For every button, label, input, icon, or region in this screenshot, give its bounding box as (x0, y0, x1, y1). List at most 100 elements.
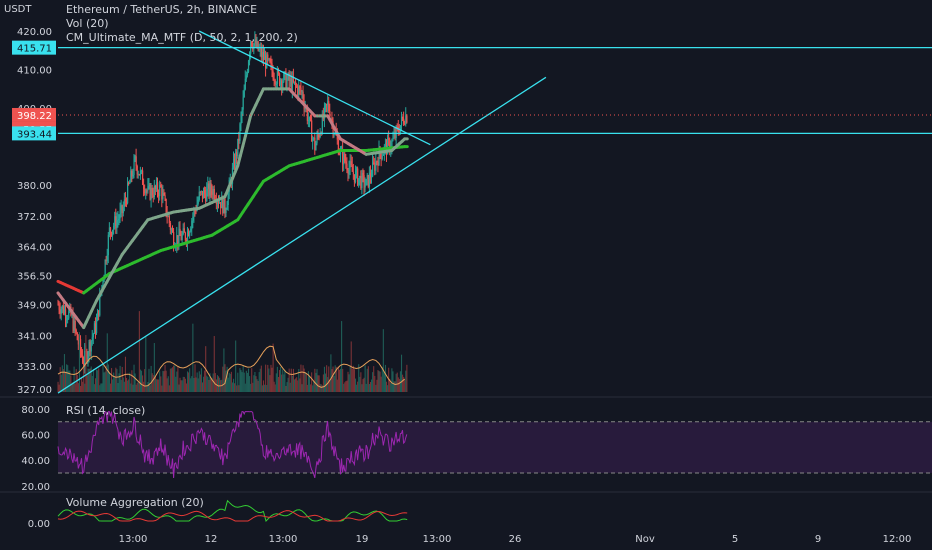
volume-bar (312, 385, 314, 392)
candle-body (90, 340, 92, 352)
volume-bar (361, 384, 363, 392)
candle-body (93, 323, 96, 334)
volume-bar (115, 367, 117, 392)
symbol-title[interactable]: Ethereum / TetherUS, 2h, BINANCE (66, 3, 258, 16)
volume-bar (64, 371, 67, 392)
volume-bar (62, 369, 64, 392)
volume-bar (402, 374, 404, 392)
candle-body (240, 116, 242, 125)
volume-bar (153, 343, 155, 392)
candle-body (357, 168, 359, 185)
volume-bar (94, 378, 97, 392)
rsi-legend[interactable]: RSI (14, close) (66, 404, 145, 418)
candle-body (267, 54, 269, 60)
currency-label: USDT (4, 4, 32, 15)
volume-bar (305, 374, 307, 392)
ma-indicator-label[interactable]: CM_Ultimate_MA_MTF (D, 50, 2, 1, 200, 2) (66, 31, 298, 44)
volume-bar (235, 340, 237, 392)
volume-bar (283, 374, 285, 392)
volume-bar (335, 366, 337, 392)
candle-body (223, 197, 225, 214)
volume-bar (206, 375, 208, 392)
candle-body (117, 219, 119, 221)
volume-bar (129, 372, 131, 392)
volume-bar (112, 379, 114, 392)
candle-body (333, 133, 335, 135)
candle-body (192, 216, 194, 221)
volume-bar (366, 368, 368, 392)
volume-bar (368, 384, 370, 392)
candle-body (395, 126, 397, 139)
volume-bar (365, 383, 367, 392)
volume-bar (243, 372, 245, 392)
volume-bar (265, 364, 267, 392)
volume-bar (179, 377, 181, 392)
candle-body (169, 222, 172, 230)
candle-body (199, 191, 202, 193)
volume-bar (77, 383, 79, 392)
volume-bar (276, 366, 278, 392)
volume-bar (182, 376, 184, 392)
volume-bar (274, 384, 276, 392)
volume-bar (98, 368, 100, 392)
candle-body (130, 170, 132, 183)
volume-bar (177, 366, 179, 392)
volume-bar (60, 374, 62, 392)
volume-bar (319, 383, 321, 392)
volume-bar (117, 383, 119, 392)
volume-bar (367, 366, 369, 392)
volume-bar (209, 373, 211, 392)
candle-body (361, 172, 363, 189)
candle-body (261, 52, 264, 58)
candle-body (60, 308, 62, 314)
candle-body (148, 184, 150, 187)
rsi-label[interactable]: RSI (14, close) (66, 404, 146, 417)
volume-bar (167, 376, 169, 392)
volume-bar (210, 377, 212, 392)
candle-body (212, 189, 214, 195)
volume-bar (256, 379, 258, 392)
candle-body (176, 235, 178, 246)
volume-bar (154, 376, 156, 392)
volume-aggregation-legend[interactable]: Volume Aggregation (20) (66, 496, 204, 510)
candle-body (366, 174, 368, 180)
candle-body (76, 332, 78, 340)
candle-body (296, 85, 298, 87)
time-tick-label: 13:00 (423, 534, 452, 545)
volume-indicator-label[interactable]: Vol (20) (66, 17, 109, 30)
candle-body (207, 183, 209, 189)
volume-bar (132, 384, 134, 392)
volume-aggregation-label[interactable]: Volume Aggregation (20) (66, 496, 204, 509)
ma-fast-line-segment (238, 144, 245, 158)
volume-bar (321, 385, 323, 392)
candle-body (382, 154, 384, 156)
volume-bar (385, 381, 388, 392)
candle-body (204, 190, 206, 194)
volume-bar (135, 384, 137, 392)
candle-body (145, 190, 147, 194)
candle-body (241, 109, 243, 117)
volume-bar (273, 381, 275, 392)
candle-body (67, 318, 69, 320)
rsi-tick-label: 40.00 (21, 456, 50, 467)
volume-bar (152, 375, 154, 392)
candle-body (115, 216, 117, 229)
candle-body (92, 333, 95, 338)
candle-body (162, 192, 164, 200)
volume-bar (403, 376, 405, 392)
candle-body (58, 304, 60, 310)
candle-body (268, 58, 270, 60)
volume-bar (188, 372, 190, 392)
candle-body (66, 318, 68, 320)
volume-bar (168, 385, 170, 392)
candle-body (82, 355, 84, 363)
candle-body (276, 70, 279, 84)
volume-bar (253, 375, 255, 392)
level-badge-mid (12, 126, 56, 141)
volume-bar (322, 374, 324, 392)
candle-body (74, 320, 76, 330)
volume-bar (345, 381, 347, 392)
candle-body (128, 182, 130, 184)
volume-bar (194, 364, 196, 392)
